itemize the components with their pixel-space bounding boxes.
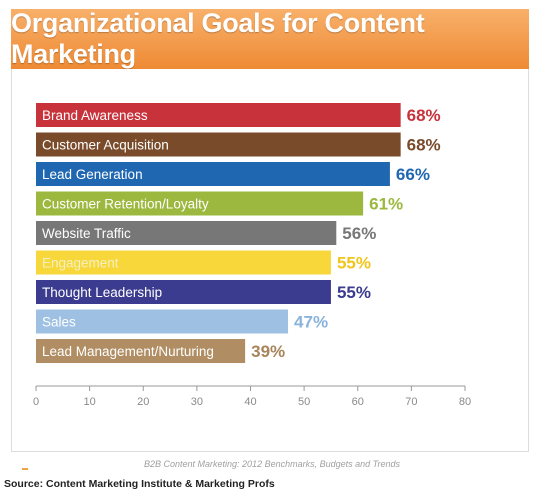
bar — [36, 339, 246, 363]
bar — [36, 132, 401, 157]
bar — [36, 221, 337, 245]
report-note: B2B Content Marketing: 2012 Benchmarks, … — [144, 459, 400, 469]
bar-chart: Brand Awareness 68% Customer Acquisition 68… — [33, 103, 471, 408]
bar-value-label: 66% — [396, 165, 430, 184]
bar-category-label: Thought Leadership — [42, 285, 162, 300]
source-credit: Source: Content Marketing Institute & Ma… — [4, 478, 275, 490]
bar-value-label: 68% — [407, 106, 441, 125]
bar-value-label: 39% — [251, 342, 285, 361]
bar-category-label: Sales — [42, 315, 76, 330]
x-tick-label: 10 — [84, 396, 96, 408]
x-tick-label: 0 — [33, 396, 39, 408]
chart-panel: Brand Awareness 68% Customer Acquisition 68… — [11, 69, 529, 452]
bar-category-label: Customer Retention/Loyalty — [42, 197, 209, 212]
x-tick-label: 50 — [298, 396, 310, 408]
bar-value-label: 55% — [337, 254, 371, 273]
bar-category-label: Customer Acquisition — [42, 138, 169, 153]
bar-category-label: Engagement — [42, 256, 119, 271]
bar-category-label: Lead Generation — [42, 167, 143, 182]
x-tick-label: 30 — [191, 396, 203, 408]
chart-title: Organizational Goals for Content Marketi… — [11, 8, 425, 69]
bar-category-label: Lead Management/Nurturing — [42, 344, 214, 359]
bar-value-label: 47% — [294, 313, 328, 332]
bar-category-label: Website Traffic — [42, 226, 131, 241]
bar — [36, 250, 331, 275]
bar-value-label: 56% — [342, 224, 376, 243]
bar-value-label: 68% — [407, 136, 441, 155]
bar — [36, 309, 289, 334]
x-tick-label: 60 — [352, 396, 364, 408]
bar — [36, 103, 401, 127]
bar-value-label: 61% — [369, 195, 403, 214]
x-tick-label: 80 — [459, 396, 471, 408]
x-tick-label: 40 — [244, 396, 256, 408]
x-tick-label: 70 — [405, 396, 417, 408]
bar — [36, 162, 390, 186]
accent-dash — [22, 468, 28, 470]
bar — [36, 280, 331, 304]
bar-value-label: 55% — [337, 283, 371, 302]
chart-title-bar: Organizational Goals for Content Marketi… — [11, 8, 529, 69]
x-tick-label: 20 — [137, 396, 149, 408]
bar-category-label: Brand Awareness — [42, 108, 148, 123]
bar — [36, 191, 364, 216]
